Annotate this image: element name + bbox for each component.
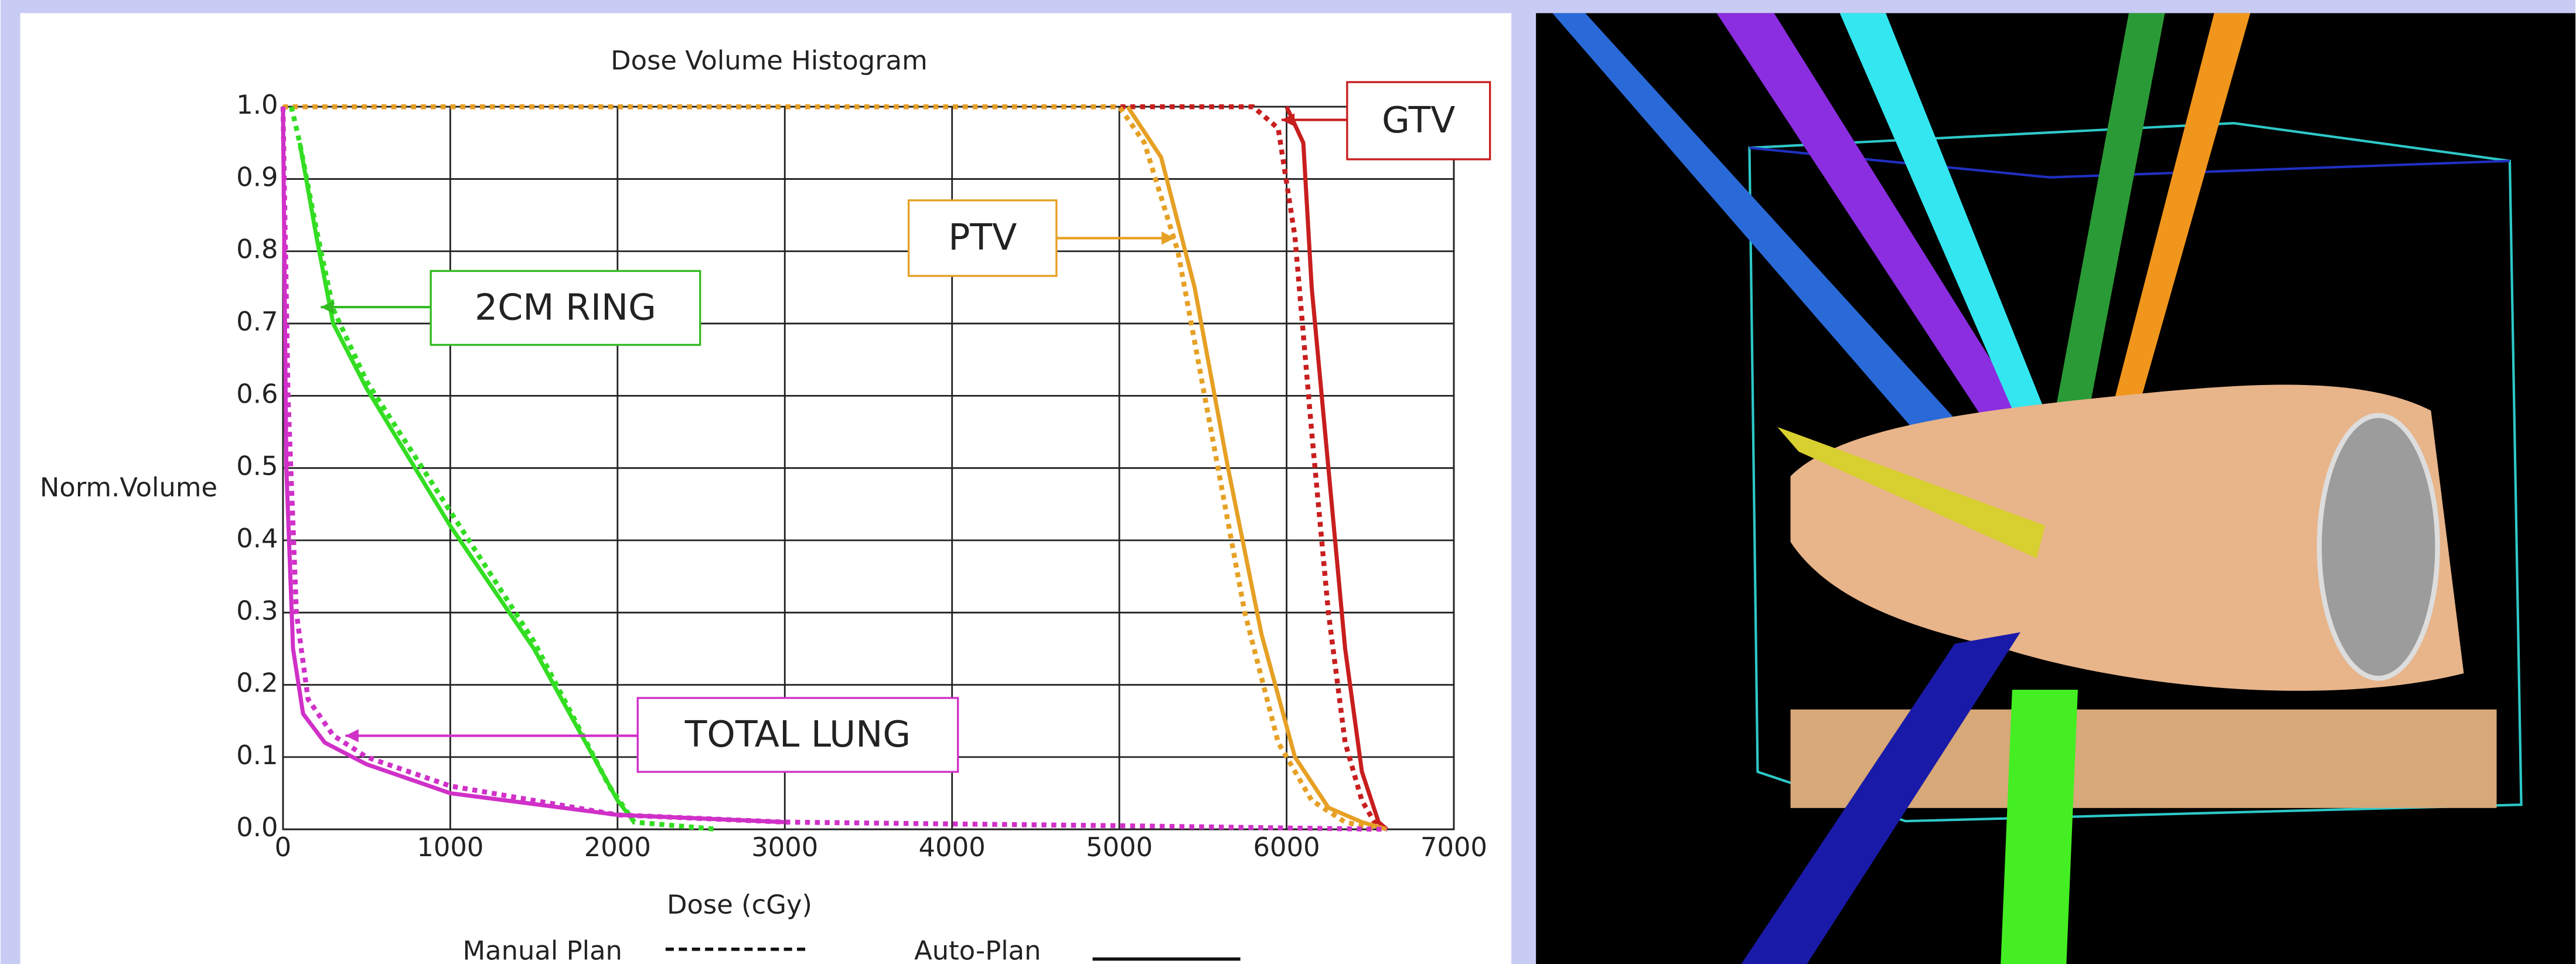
y-tick-label: 0.8 [236, 234, 278, 265]
y-axis-label: Norm.Volume [40, 472, 217, 503]
y-tick-label: 0.1 [236, 740, 278, 771]
y-tick-label: 0.0 [236, 812, 278, 843]
beam [2001, 690, 2078, 964]
callout-label: GTV [1382, 99, 1455, 141]
y-tick-label: 0.2 [236, 667, 278, 699]
y-tick-label: 0.3 [236, 595, 278, 626]
callout-label: TOTAL LUNG [684, 713, 911, 755]
x-tick-label: 7000 [1420, 832, 1487, 863]
y-tick-label: 0.7 [236, 306, 278, 337]
y-tick-label: 0.9 [236, 161, 278, 192]
y-tick-label: 0.6 [236, 378, 278, 409]
x-tick-label: 2000 [584, 832, 651, 863]
x-tick-label: 1000 [417, 832, 483, 863]
y-tick-label: 0.5 [236, 451, 278, 482]
legend-label: Auto-Plan [914, 935, 1041, 964]
x-tick-label: 5000 [1086, 832, 1153, 863]
render-panel [1536, 13, 2575, 964]
x-axis-label: Dose (cGy) [667, 889, 812, 920]
screenshot: Dose Volume Histogram Norm.Volume Dose (… [0, 0, 2576, 964]
y-tick-label: 1.0 [236, 89, 278, 120]
callout-label: PTV [948, 216, 1017, 258]
chart-title: Dose Volume Histogram [611, 45, 928, 76]
x-tick-label: 4000 [919, 832, 986, 863]
callout-label: 2CM RING [475, 286, 656, 328]
legend-label: Manual Plan [462, 935, 622, 964]
y-tick-label: 0.4 [236, 523, 278, 554]
ct-slice [2319, 415, 2438, 678]
x-tick-label: 6000 [1253, 832, 1320, 863]
x-tick-label: 3000 [751, 832, 818, 863]
